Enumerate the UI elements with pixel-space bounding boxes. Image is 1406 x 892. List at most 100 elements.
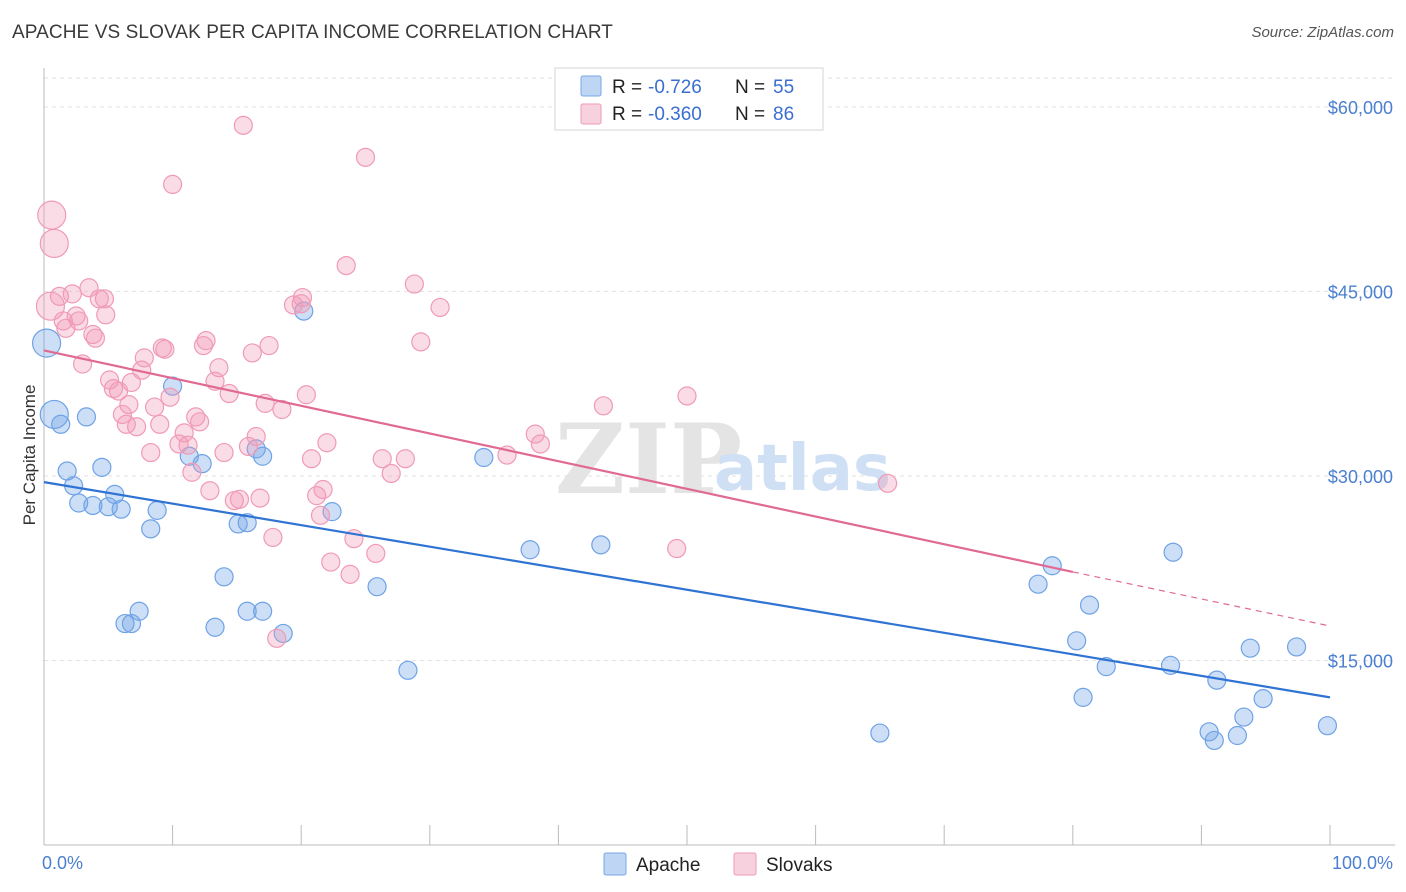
apache-point-0	[31, 328, 62, 358]
slovaks-point-11	[83, 324, 103, 345]
slovaks-point-32	[163, 174, 183, 195]
legend-n-label-slovaks: N =	[735, 104, 765, 125]
slovaks-point-40	[196, 331, 216, 351]
slovaks-point-1	[37, 200, 67, 230]
slovaks-trend-extension	[1072, 571, 1331, 627]
apache-point-42	[1096, 657, 1116, 677]
slovaks-point-6	[62, 284, 82, 304]
apache-points	[31, 301, 1338, 751]
slovaks-point-75	[395, 449, 415, 469]
apache-point-30	[322, 502, 342, 522]
apache-point-6	[76, 407, 97, 427]
slovaks-point-36	[182, 462, 202, 482]
apache-point-24	[237, 601, 257, 621]
slovaks-point-7	[66, 306, 86, 326]
apache-point-37	[1028, 574, 1048, 594]
apache-point-33	[474, 447, 494, 468]
apache-point-14	[129, 601, 149, 621]
apache-point-46	[1204, 730, 1224, 751]
legend-r-label-slovaks: R =	[612, 104, 642, 125]
legend-n-value-apache: 55	[773, 77, 794, 98]
slovaks-point-27	[144, 397, 165, 417]
slovaks-point-22	[121, 372, 142, 393]
slovaks-point-77	[411, 332, 431, 352]
slovaks-point-73	[372, 449, 392, 469]
y-tick-label-1: $30,000	[1328, 467, 1393, 487]
legend-swatch-slovaks	[580, 103, 602, 125]
slovaks-point-76	[404, 274, 424, 294]
slovaks-point-12	[85, 328, 106, 348]
apache-point-1	[39, 399, 69, 430]
apache-point-27	[253, 601, 273, 621]
bottom-legend-label-slovaks: Slovaks	[766, 855, 833, 876]
slovaks-point-51	[246, 426, 266, 447]
slovaks-point-30	[155, 339, 175, 359]
slovaks-point-72	[366, 543, 386, 564]
y-tick-label-3: $60,000	[1328, 98, 1393, 118]
x-tick-label-1: 100.0%	[1332, 853, 1393, 873]
slovaks-point-66	[317, 433, 337, 453]
apache-point-35	[591, 535, 611, 555]
slovaks-point-61	[296, 385, 316, 405]
slovaks-point-54	[259, 335, 279, 356]
slovaks-point-57	[272, 399, 292, 420]
apache-point-7	[83, 495, 103, 516]
legend-n-value-slovaks: 86	[773, 104, 794, 125]
apache-point-31	[367, 577, 387, 597]
apache-point-41	[1079, 595, 1100, 615]
watermark-atlas: atlas	[714, 432, 891, 506]
apache-point-44	[1163, 542, 1183, 562]
legend-n-label-apache: N =	[735, 77, 765, 98]
axes	[43, 68, 1395, 846]
y-tick-label-2: $45,000	[1328, 282, 1393, 302]
slovaks-point-78	[430, 297, 450, 318]
slovaks-point-71	[355, 147, 376, 167]
slovaks-point-31	[160, 387, 180, 407]
apache-point-2	[51, 414, 71, 434]
apache-point-11	[111, 499, 131, 519]
x-tick-label-0: 0.0%	[42, 853, 83, 873]
apache-point-15	[141, 519, 161, 539]
slovaks-point-81	[530, 434, 550, 454]
bottom-legend-swatch-apache	[603, 852, 627, 876]
apache-point-26	[253, 446, 273, 466]
apache-point-48	[1227, 725, 1248, 746]
slovaks-point-65	[313, 479, 333, 500]
slovaks-point-68	[336, 255, 356, 276]
apache-point-12	[115, 613, 135, 634]
slovaks-point-38	[190, 412, 210, 432]
slovaks-point-83	[667, 538, 687, 559]
apache-point-23	[237, 513, 257, 533]
slovaks-point-85	[878, 473, 898, 493]
apache-point-53	[1317, 716, 1338, 736]
slovaks-point-39	[193, 335, 214, 356]
slovaks-point-14	[94, 289, 115, 309]
slovaks-point-59	[291, 294, 311, 314]
chart-title: APACHE VS SLOVAK PER CAPITA INCOME CORRE…	[12, 22, 614, 43]
legend-r-label-apache: R =	[612, 77, 642, 98]
slovaks-point-43	[209, 358, 229, 378]
apache-point-52	[1286, 637, 1307, 657]
slovaks-point-28	[150, 414, 170, 434]
slovaks-point-52	[250, 488, 270, 508]
y-axis-label: Per Capita Income	[20, 385, 39, 526]
slovaks-point-26	[141, 442, 161, 463]
slovaks-point-44	[214, 442, 234, 463]
legend: R = -0.726 N = 55 R = -0.360 N = 86	[554, 67, 824, 131]
legend-r-value-slovaks: -0.360	[648, 104, 702, 125]
apache-point-5	[69, 493, 89, 513]
apache-point-34	[520, 540, 540, 560]
bottom-legend-label-apache: Apache	[636, 855, 700, 876]
slovaks-point-48	[233, 115, 253, 135]
apache-point-36	[870, 723, 890, 743]
apache-point-28	[273, 623, 293, 644]
bottom-legend-swatch-slovaks	[733, 852, 757, 876]
x-tick-labels: 0.0% 100.0%	[42, 853, 1393, 873]
slovaks-point-64	[310, 505, 331, 525]
slovaks-point-21	[119, 395, 139, 415]
slovaks-point-49	[238, 436, 259, 457]
slovaks-point-50	[242, 343, 262, 363]
slovaks-point-45	[219, 383, 239, 404]
source-label: Source: ZipAtlas.com	[1251, 24, 1394, 41]
